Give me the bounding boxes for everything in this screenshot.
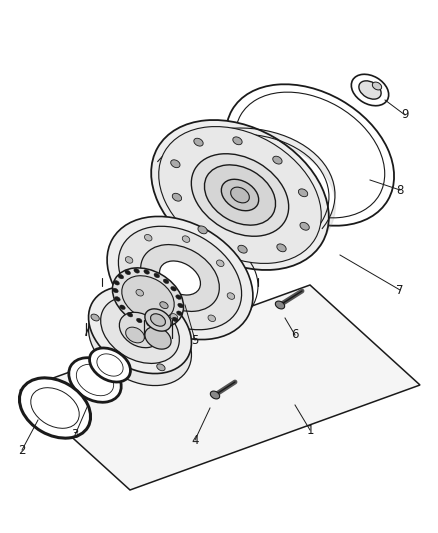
- Ellipse shape: [210, 391, 220, 399]
- Ellipse shape: [351, 74, 389, 106]
- Text: 2: 2: [18, 443, 26, 456]
- Ellipse shape: [125, 257, 133, 263]
- Ellipse shape: [233, 137, 242, 145]
- Ellipse shape: [76, 364, 114, 395]
- Ellipse shape: [173, 317, 178, 322]
- Text: 6: 6: [291, 328, 299, 342]
- Text: 5: 5: [191, 334, 199, 346]
- Ellipse shape: [172, 193, 182, 201]
- Ellipse shape: [276, 301, 285, 309]
- Ellipse shape: [235, 92, 385, 218]
- Text: 4: 4: [191, 433, 199, 447]
- Ellipse shape: [194, 138, 203, 146]
- Ellipse shape: [163, 279, 169, 284]
- Ellipse shape: [118, 227, 242, 330]
- Ellipse shape: [107, 216, 253, 340]
- Text: 7: 7: [396, 284, 404, 296]
- Ellipse shape: [205, 165, 276, 225]
- Ellipse shape: [141, 245, 219, 311]
- Ellipse shape: [156, 323, 162, 327]
- Ellipse shape: [151, 314, 166, 326]
- Ellipse shape: [89, 348, 131, 382]
- Ellipse shape: [359, 81, 381, 99]
- Ellipse shape: [145, 235, 152, 241]
- Ellipse shape: [157, 364, 165, 371]
- Ellipse shape: [144, 270, 149, 274]
- Ellipse shape: [208, 315, 215, 321]
- Ellipse shape: [273, 156, 282, 164]
- Ellipse shape: [119, 312, 161, 348]
- Ellipse shape: [122, 276, 174, 320]
- Ellipse shape: [216, 260, 224, 266]
- Ellipse shape: [120, 305, 125, 310]
- Polygon shape: [20, 285, 420, 490]
- Ellipse shape: [101, 296, 179, 364]
- Ellipse shape: [198, 226, 207, 234]
- Ellipse shape: [231, 187, 249, 203]
- Ellipse shape: [113, 288, 118, 293]
- Ellipse shape: [227, 293, 235, 300]
- Ellipse shape: [145, 327, 171, 349]
- Ellipse shape: [125, 270, 131, 274]
- Ellipse shape: [372, 82, 381, 90]
- Ellipse shape: [88, 298, 191, 385]
- Ellipse shape: [177, 311, 182, 316]
- Ellipse shape: [31, 387, 79, 429]
- Ellipse shape: [176, 295, 181, 300]
- Ellipse shape: [238, 245, 247, 253]
- Ellipse shape: [137, 318, 142, 323]
- Ellipse shape: [159, 261, 201, 295]
- Ellipse shape: [126, 327, 145, 343]
- Ellipse shape: [114, 280, 120, 285]
- Ellipse shape: [160, 302, 168, 309]
- Ellipse shape: [298, 189, 308, 197]
- Ellipse shape: [171, 160, 180, 168]
- Ellipse shape: [19, 378, 91, 438]
- Ellipse shape: [113, 268, 184, 328]
- Ellipse shape: [88, 286, 191, 374]
- Ellipse shape: [170, 313, 178, 320]
- Ellipse shape: [118, 274, 124, 279]
- Ellipse shape: [147, 322, 152, 326]
- Text: 3: 3: [71, 429, 79, 441]
- Text: 1: 1: [306, 424, 314, 437]
- Text: 8: 8: [396, 183, 404, 197]
- Ellipse shape: [151, 120, 329, 270]
- Ellipse shape: [182, 236, 190, 243]
- Ellipse shape: [154, 273, 159, 278]
- Ellipse shape: [171, 286, 177, 291]
- Ellipse shape: [277, 244, 286, 252]
- Ellipse shape: [178, 303, 184, 308]
- Ellipse shape: [115, 296, 120, 301]
- Text: 9: 9: [401, 109, 409, 122]
- Ellipse shape: [226, 84, 394, 225]
- Ellipse shape: [221, 179, 259, 211]
- Ellipse shape: [127, 312, 133, 317]
- Ellipse shape: [91, 314, 99, 321]
- Ellipse shape: [136, 289, 144, 296]
- Ellipse shape: [166, 321, 171, 326]
- Ellipse shape: [97, 354, 123, 376]
- Ellipse shape: [191, 154, 289, 236]
- Ellipse shape: [159, 126, 321, 263]
- Ellipse shape: [134, 269, 139, 273]
- Ellipse shape: [145, 309, 171, 331]
- Ellipse shape: [300, 222, 309, 230]
- Ellipse shape: [69, 358, 121, 402]
